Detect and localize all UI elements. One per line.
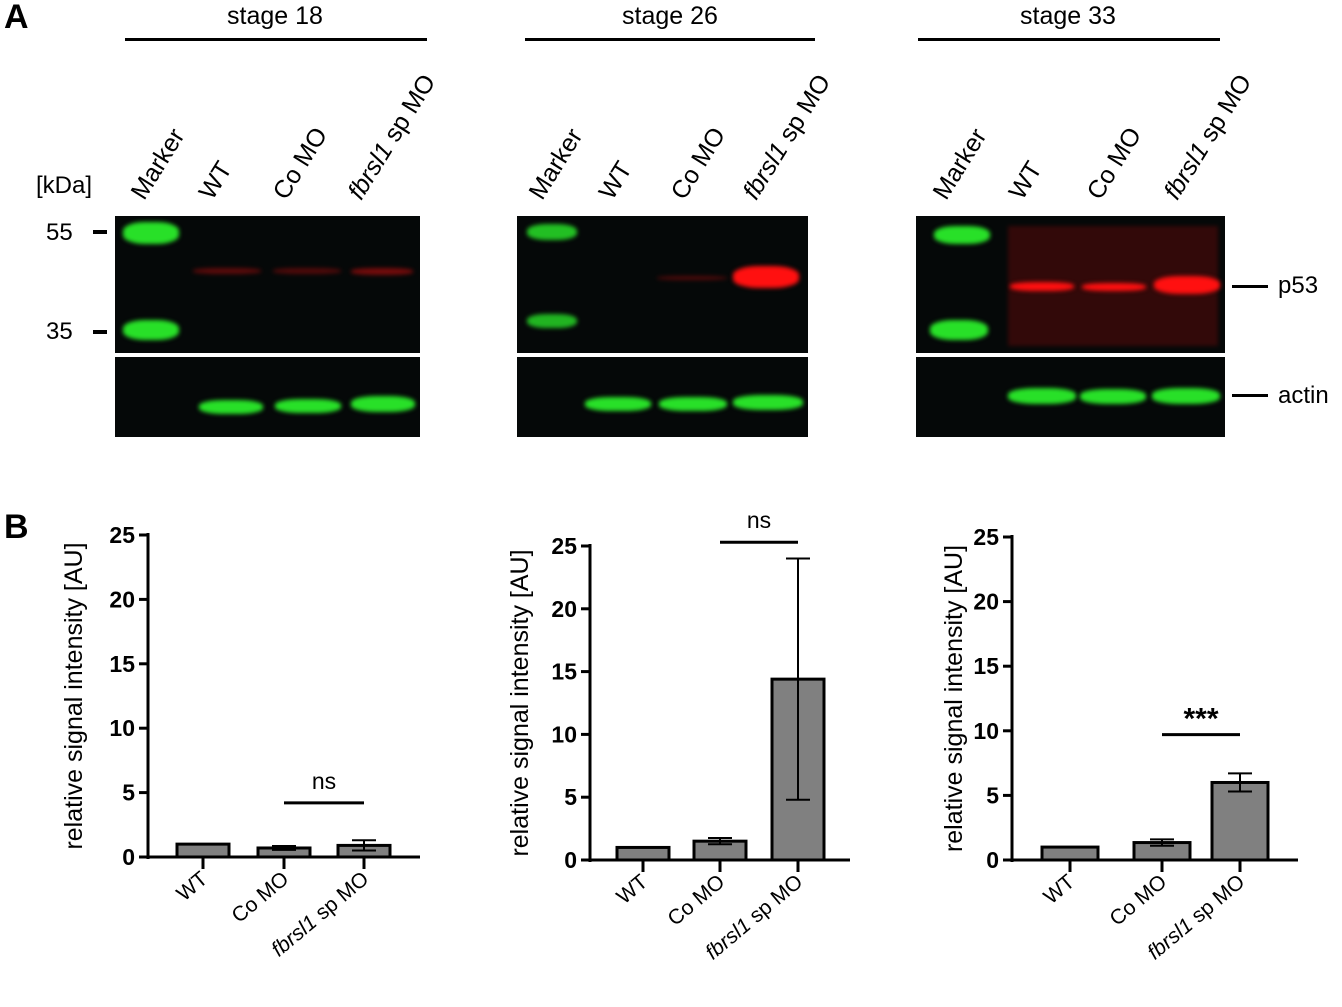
y-tick-label: 20: [109, 586, 135, 612]
y-tick-label: 0: [564, 847, 577, 873]
p53-label: p53: [1278, 272, 1319, 299]
y-tick-label: 25: [973, 524, 999, 550]
mw-35: 35: [46, 318, 73, 345]
blot-actin-stage-18: [115, 357, 420, 437]
y-tick-label: 20: [973, 589, 999, 615]
bar-chart-1: 0 5 10 15 20 25 relative signal intensity [AU]…: [60, 522, 420, 961]
kda-label: [kDa]: [36, 172, 93, 199]
y-tick-label: 10: [109, 715, 135, 741]
y-tick-label: 20: [551, 596, 577, 622]
y-tick-label: 10: [973, 718, 999, 744]
x-tick-label: Co MO: [227, 867, 293, 927]
blot-p53-stage-33: [916, 216, 1225, 353]
x-tick-label: Co MO: [663, 870, 729, 930]
bar: [1210, 780, 1270, 862]
y-axis-label: relative signal intensity [AU]: [940, 545, 968, 852]
y-tick-label: 10: [551, 721, 577, 747]
stage-title: stage 18: [227, 2, 323, 30]
y-tick-label: 15: [973, 653, 999, 679]
panel-letter-a: A: [4, 0, 29, 36]
stage-line: [918, 38, 1220, 41]
x-tick-label: WT: [612, 870, 652, 909]
y-tick-label: 25: [109, 522, 135, 548]
stage-title: stage 33: [1020, 2, 1116, 30]
x-tick-label: WT: [1039, 870, 1079, 909]
significance-label: ns: [747, 507, 771, 533]
y-axis-label: relative signal intensity [AU]: [60, 542, 88, 849]
mw-55: 55: [46, 219, 73, 246]
y-tick-label: 0: [986, 847, 999, 873]
blot-p53-stage-26: [517, 216, 808, 353]
actin-label: actin: [1278, 382, 1329, 409]
panel-letter-b: B: [4, 508, 29, 546]
y-tick-label: 5: [122, 780, 135, 806]
y-tick-label: 0: [122, 844, 135, 870]
y-axis-label: relative signal intensity [AU]: [506, 549, 534, 856]
stage-line: [125, 38, 427, 41]
stage-line: [525, 38, 815, 41]
bar: [175, 842, 231, 859]
blot-p53-stage-18: [115, 216, 420, 353]
y-tick-label: 5: [564, 784, 577, 810]
x-tick-label: Co MO: [1105, 870, 1171, 930]
significance-label: ***: [1183, 703, 1218, 736]
y-tick-label: 15: [109, 651, 135, 677]
y-tick-label: 25: [551, 533, 577, 559]
stage-title: stage 26: [622, 2, 718, 30]
y-tick-label: 5: [986, 782, 999, 808]
mw-tick: [93, 230, 107, 234]
y-tick-label: 15: [551, 659, 577, 685]
p53-line: [1232, 285, 1268, 288]
mw-tick: [93, 330, 107, 334]
bar-chart-2: 0 5 10 15 20 25 relative signal intensity [AU]…: [506, 507, 850, 964]
x-tick-label: WT: [172, 867, 212, 906]
blot-actin-stage-33: [916, 357, 1225, 437]
actin-line: [1232, 394, 1268, 397]
bar: [1040, 845, 1100, 862]
significance-label: ns: [312, 768, 336, 794]
blot-actin-stage-26: [517, 357, 808, 437]
bar: [615, 845, 671, 862]
